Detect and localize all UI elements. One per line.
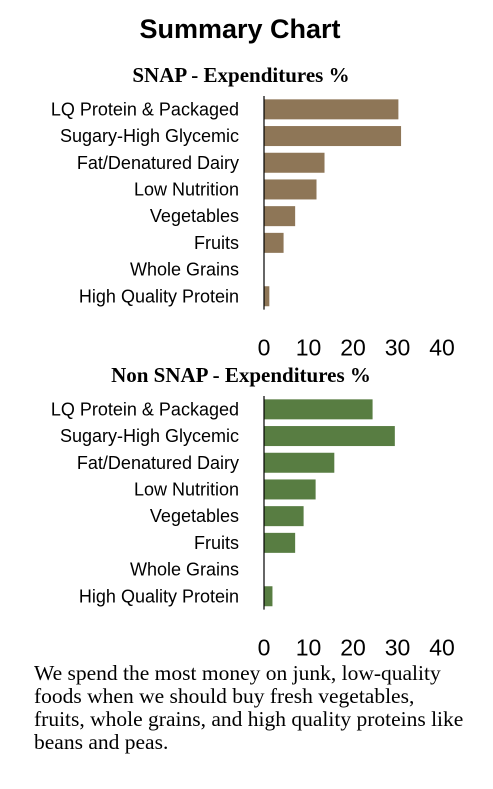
bar bbox=[264, 479, 316, 500]
category-label: Low Nutrition bbox=[134, 179, 239, 199]
x-tick-label: 0 bbox=[258, 635, 271, 661]
category-label: Low Nutrition bbox=[134, 479, 239, 499]
category-label: Fat/Denatured Dairy bbox=[77, 453, 239, 473]
snap-expenditures-chart: SNAP - Expenditures % LQ Protein & Packag… bbox=[51, 63, 455, 361]
chart-title: Non SNAP - Expenditures % bbox=[111, 363, 371, 387]
x-tick-label: 40 bbox=[429, 635, 455, 661]
category-label: Vegetables bbox=[150, 206, 239, 226]
x-tick-label: 30 bbox=[385, 335, 411, 361]
category-label: Sugary-High Glycemic bbox=[60, 126, 239, 146]
bar bbox=[264, 232, 284, 253]
bar bbox=[264, 586, 273, 607]
category-label: Sugary-High Glycemic bbox=[60, 426, 239, 446]
caption-text: We spend the most money on junk, low-qua… bbox=[34, 661, 464, 754]
x-tick-label: 40 bbox=[429, 335, 455, 361]
bar bbox=[264, 152, 325, 173]
bar bbox=[264, 286, 270, 307]
bar bbox=[264, 452, 335, 473]
category-label: Fruits bbox=[194, 233, 239, 253]
non-snap-expenditures-chart: Non SNAP - Expenditures % LQ Protein & Pa… bbox=[51, 363, 455, 661]
chart-title: SNAP - Expenditures % bbox=[132, 63, 349, 87]
bar bbox=[264, 99, 399, 120]
x-tick-label: 0 bbox=[258, 335, 271, 361]
bar bbox=[264, 206, 296, 227]
category-label: High Quality Protein bbox=[79, 286, 239, 306]
category-label: High Quality Protein bbox=[79, 586, 239, 606]
category-label: LQ Protein & Packaged bbox=[51, 99, 239, 119]
bar bbox=[264, 399, 373, 420]
category-label: Fruits bbox=[194, 533, 239, 553]
x-tick-label: 20 bbox=[340, 635, 366, 661]
category-label: Whole Grains bbox=[130, 260, 239, 280]
page-title: Summary Chart bbox=[139, 14, 341, 44]
x-tick-label: 10 bbox=[296, 635, 322, 661]
category-label: LQ Protein & Packaged bbox=[51, 399, 239, 419]
bar bbox=[264, 426, 395, 447]
category-label: Whole Grains bbox=[130, 560, 239, 580]
bar bbox=[264, 126, 402, 147]
category-label: Fat/Denatured Dairy bbox=[77, 153, 239, 173]
x-tick-label: 10 bbox=[296, 335, 322, 361]
x-tick-label: 20 bbox=[340, 335, 366, 361]
x-tick-label: 30 bbox=[385, 635, 411, 661]
bar bbox=[264, 532, 296, 553]
bar bbox=[264, 179, 317, 200]
bar bbox=[264, 506, 304, 527]
category-label: Vegetables bbox=[150, 506, 239, 526]
